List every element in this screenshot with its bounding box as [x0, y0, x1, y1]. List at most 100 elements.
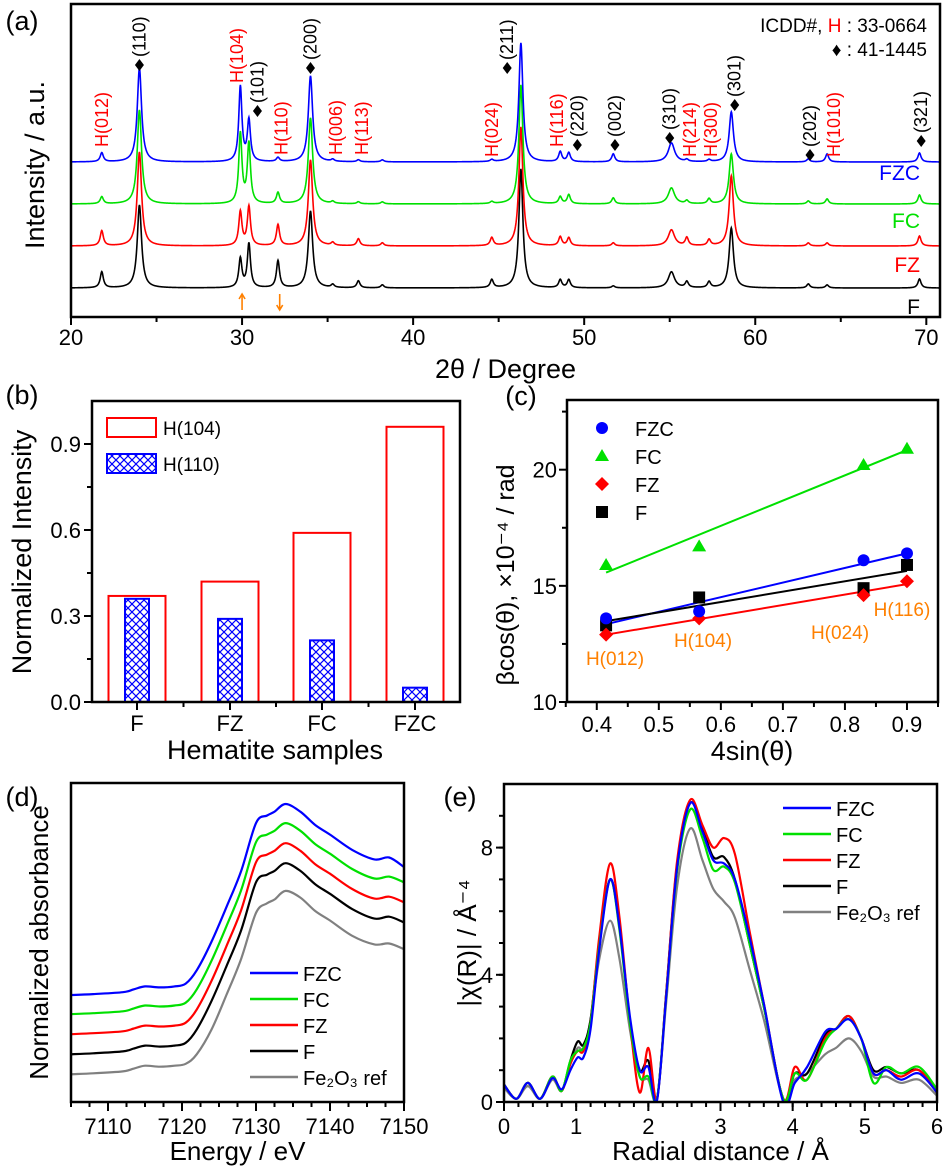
reflection-label: H(006) — [326, 100, 346, 155]
reflection-label: H(104) — [227, 28, 247, 83]
legend-label: FZC — [836, 799, 875, 821]
x-tick-label: 2 — [642, 1114, 654, 1139]
xrd-plot-frame — [69, 2, 942, 319]
reflection-label: H(113) — [352, 101, 372, 155]
reflection-label: H(1010) — [824, 92, 844, 157]
diamond-marker-icon — [572, 139, 582, 151]
x-tick-label: 4 — [787, 1114, 799, 1139]
arrow-head — [238, 292, 246, 300]
diamond-marker-icon — [805, 149, 815, 161]
x-tick-label: FZ — [217, 711, 244, 736]
reflection-label: H(116) — [547, 93, 567, 147]
y-tick-label: 0.9 — [50, 432, 81, 457]
series-label-fc: FC — [892, 210, 920, 233]
arrow-head — [276, 304, 284, 312]
y-axis-label: βcos(θ), ×10⁻⁴ / rad — [492, 464, 520, 685]
x-tick-label: 7130 — [232, 1114, 281, 1139]
arrow-down-icon — [276, 294, 284, 312]
fit-line-fz — [605, 583, 908, 636]
diamond-marker-icon — [134, 59, 144, 71]
y-axis-label: Normalized absorbance — [24, 805, 54, 1080]
data-point-fz — [856, 588, 871, 603]
data-point-fzc — [857, 554, 870, 567]
x-tick-label: 7120 — [158, 1114, 207, 1139]
series-label-fzc: FZC — [879, 162, 920, 185]
diamond-marker-icon — [916, 135, 926, 147]
x-tick-label: 7140 — [306, 1114, 355, 1139]
reflection-label: (202) — [800, 105, 820, 147]
y-tick-label: 15 — [533, 574, 557, 599]
diamond-marker-icon — [252, 105, 262, 117]
hematite-card: : 33-0664 — [841, 16, 927, 37]
xrd-series-f — [71, 168, 940, 289]
reflection-label: H(012) — [92, 92, 112, 147]
y-axis-label: |χ(R)| / Å⁻⁴ — [452, 879, 482, 1006]
x-tick-label: 20 — [59, 325, 83, 350]
spectrum-fzc — [504, 801, 937, 1102]
x-tick-label: 60 — [743, 325, 767, 350]
panel-label: (b) — [6, 380, 39, 410]
diamond-marker-icon — [502, 62, 512, 74]
legend-marker-fc — [595, 449, 609, 461]
data-point-f — [693, 591, 706, 604]
y-tick-label: 10 — [533, 690, 557, 715]
reflection-label: (220) — [567, 95, 587, 137]
legend-label: Fe₂O₃ ref — [836, 903, 920, 925]
y-axis-label: Intensity / a.u. — [20, 81, 50, 249]
reflection-label: (321) — [911, 91, 931, 133]
point-label: H(012) — [586, 649, 644, 670]
reflection-label: H(300) — [701, 102, 721, 157]
x-tick-label: 0.4 — [581, 712, 612, 737]
y-tick-label: 20 — [533, 458, 557, 483]
series-label-fz: FZ — [894, 254, 920, 277]
x-tick-label: F — [130, 711, 143, 736]
y-tick-label: 0 — [481, 1090, 493, 1115]
spectrum-f — [71, 862, 404, 1056]
y-axis-label: Normalized Intensity — [7, 429, 37, 674]
reflection-label: (301) — [725, 55, 745, 97]
reflection-label: (310) — [660, 88, 680, 130]
x-tick-label: 0.9 — [892, 712, 923, 737]
x-tick-label: 40 — [401, 325, 425, 350]
panel-label: (d) — [6, 782, 39, 812]
y-tick-label: 0.3 — [50, 604, 81, 629]
reflection-label: (211) — [497, 19, 517, 60]
x-tick-label: FC — [307, 711, 336, 736]
panel-label: (e) — [444, 782, 477, 812]
y-tick-label: 8 — [481, 836, 493, 861]
diamond-marker-icon — [305, 62, 315, 74]
diamond-marker-icon — [665, 132, 675, 144]
reflection-label: (002) — [605, 95, 625, 137]
panel-label: (c) — [505, 381, 536, 411]
diamond-icon: ♦ — [832, 40, 842, 61]
x-tick-label: 6 — [931, 1114, 943, 1139]
legend-label: Fe₂O₃ ref — [303, 1068, 387, 1090]
legend-swatch-h104 — [106, 417, 157, 438]
point-label: H(116) — [874, 600, 931, 621]
data-point-fz — [599, 627, 614, 642]
legend-label: F — [836, 877, 848, 899]
x-tick-label: 70 — [914, 325, 938, 350]
bar-h110-fzc — [402, 686, 428, 704]
spectrum-plot-frame — [502, 782, 939, 1104]
data-point-fc — [692, 539, 707, 552]
legend-marker-fz — [595, 477, 609, 491]
legend-label: FZ — [836, 851, 860, 873]
x-tick-label: 50 — [572, 325, 596, 350]
y-tick-label: 4 — [481, 963, 493, 988]
y-tick-label: 0.6 — [50, 518, 81, 543]
data-point-fc — [899, 441, 914, 454]
legend-label: FC — [836, 825, 863, 847]
bar-h110-f — [124, 597, 150, 703]
diamond-marker-icon — [610, 139, 620, 151]
y-tick-label: 0.0 — [50, 690, 81, 715]
legend-marker-f — [596, 506, 608, 518]
legend-label-fz: FZ — [635, 475, 659, 497]
legend-label-fc: FC — [635, 447, 662, 469]
x-tick-label: 0.8 — [830, 712, 861, 737]
fit-line-fc — [605, 449, 908, 574]
spectrum-plot-area — [504, 797, 937, 1102]
data-point-fc — [599, 557, 614, 570]
point-label: H(024) — [811, 623, 869, 644]
